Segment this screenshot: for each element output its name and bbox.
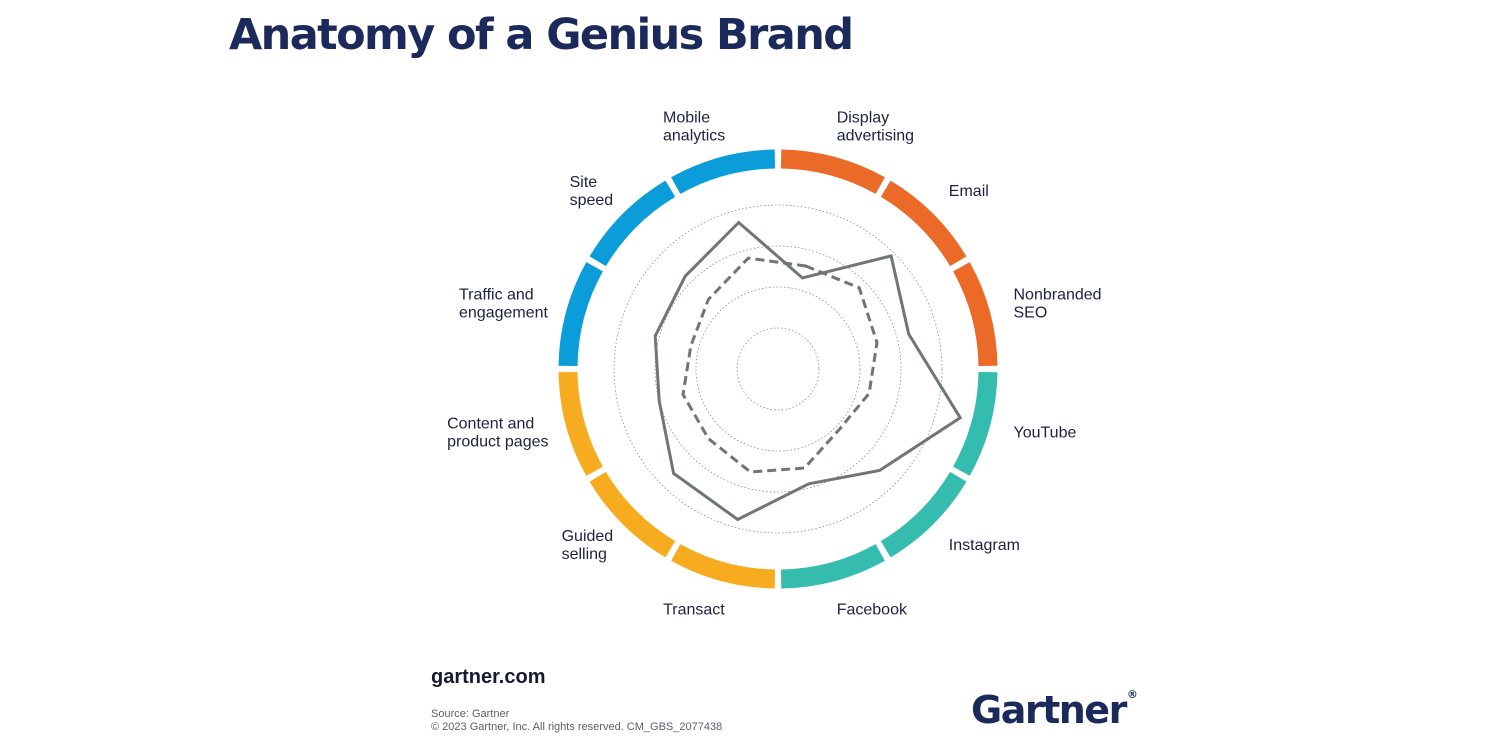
rim-segment-guided-selling: [589, 471, 676, 558]
copyright-line: © 2023 Gartner, Inc. All rights reserved…: [431, 721, 723, 733]
grid-ring-1: [736, 327, 820, 411]
registered-mark: ®: [1126, 688, 1138, 701]
label-line: engagement: [459, 304, 549, 321]
chart-grid-rings: [613, 204, 943, 534]
rim-segment-instagram: [880, 471, 967, 558]
label-guided-selling: Guided selling: [562, 528, 614, 563]
source-note: Source: Gartner © 2023 Gartner, Inc. All…: [431, 708, 722, 734]
label-line: Display: [837, 110, 889, 127]
label-line: Nonbranded: [1014, 286, 1102, 303]
label-youtube: YouTube: [1014, 425, 1077, 442]
label-line: Transact: [663, 602, 725, 619]
label-facebook: Facebook: [837, 602, 908, 619]
rim-segment-email: [880, 180, 967, 267]
category-labels: Display advertising Email Nonbranded SEO YouT…: [447, 110, 1101, 619]
label-line: Site: [570, 174, 598, 191]
label-transact: Transact: [663, 602, 725, 619]
label-line: product pages: [447, 434, 548, 451]
label-instagram: Instagram: [949, 537, 1020, 554]
label-mobile-analytics: Mobile analytics: [663, 110, 725, 145]
rim-segment-mobile-analytics: [671, 149, 776, 194]
rim-segment-transact: [671, 544, 776, 589]
rim-segment-youtube: [953, 371, 998, 476]
label-line: SEO: [1014, 304, 1048, 321]
outer-ring-segments: [558, 149, 998, 589]
label-line: Traffic and: [459, 286, 534, 303]
grid-ring-4: [613, 204, 943, 534]
rim-segment-facebook: [780, 544, 885, 589]
label-line: Facebook: [837, 602, 908, 619]
label-line: Guided: [562, 528, 614, 545]
rim-segment-nonbranded-seo: [953, 262, 998, 367]
rim-segment-display-advertising: [780, 149, 885, 194]
chart-series: [653, 220, 963, 522]
label-line: Mobile: [663, 110, 710, 127]
gartner-logo: Gartner®: [971, 688, 1138, 732]
label-content-and-product-pages: Content and product pages: [447, 416, 548, 451]
series-dashed-line: [681, 256, 879, 474]
logo-text: Gartner: [971, 688, 1127, 732]
rim-segment-content-and-product-pages: [558, 371, 603, 476]
grid-ring-2: [695, 286, 861, 452]
label-nonbranded-seo: Nonbranded SEO: [1014, 286, 1102, 321]
label-line: advertising: [837, 128, 914, 145]
label-line: Content and: [447, 416, 534, 433]
label-traffic-and-engagement: Traffic and engagement: [459, 286, 549, 321]
label-line: speed: [570, 192, 614, 209]
source-line: Source: Gartner: [431, 708, 510, 720]
label-email: Email: [949, 183, 989, 200]
label-line: Email: [949, 183, 989, 200]
rim-segment-site-speed: [589, 180, 676, 267]
rim-segment-traffic-and-engagement: [558, 262, 603, 367]
website-link[interactable]: gartner.com: [431, 666, 546, 688]
label-display-advertising: Display advertising: [837, 110, 914, 145]
series-solid-line: [653, 220, 963, 522]
label-line: analytics: [663, 128, 725, 145]
page-title: Anatomy of a Genius Brand: [229, 10, 854, 60]
grid-ring-3: [654, 245, 902, 493]
label-line: Instagram: [949, 537, 1020, 554]
label-site-speed: Site speed: [570, 174, 614, 209]
label-line: YouTube: [1014, 425, 1077, 442]
label-line: selling: [562, 546, 607, 563]
